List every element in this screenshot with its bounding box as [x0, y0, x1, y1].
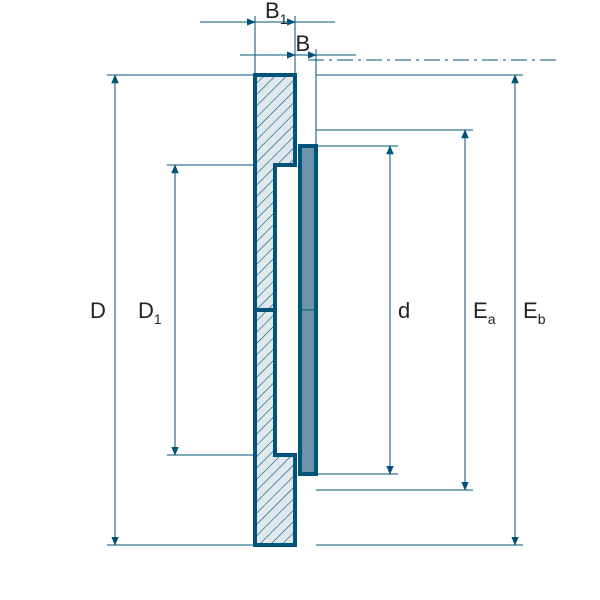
outer-ring-bottom — [255, 310, 295, 545]
label-D1: D1 — [138, 298, 162, 327]
label-Ea: Ea — [473, 298, 496, 327]
label-B1: B1 — [265, 0, 288, 27]
label-D: D — [90, 298, 106, 323]
label-d: d — [398, 298, 410, 323]
outer-ring-top — [255, 75, 295, 310]
label-B: B — [296, 31, 311, 56]
label-Eb: Eb — [523, 298, 546, 327]
bearing-section-diagram: D D1 d Ea Eb B1 B — [0, 0, 600, 600]
